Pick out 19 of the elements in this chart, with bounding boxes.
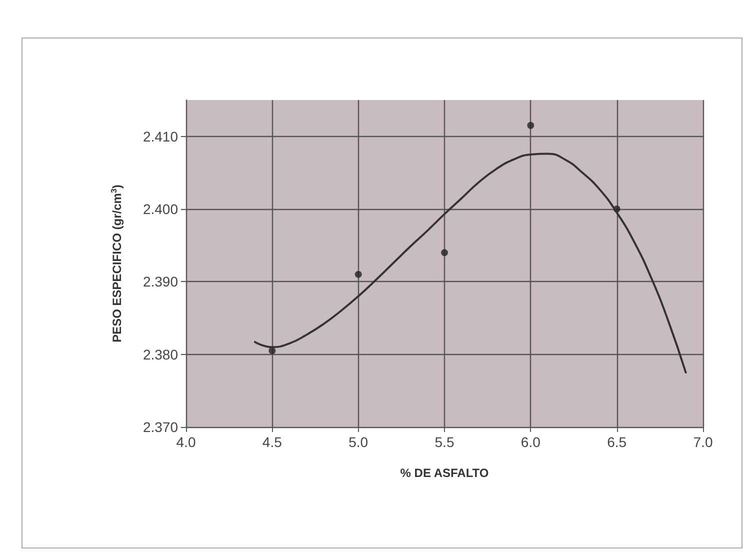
x-tick-label: 7.0 (693, 434, 713, 450)
x-tick-label: 5.5 (434, 434, 454, 450)
x-tick-label: 4.5 (262, 434, 282, 450)
y-tick-label: 2.400 (142, 201, 178, 217)
point (354, 270, 362, 278)
x-tick-label: 6.5 (607, 434, 627, 450)
x-tick-label: 6.0 (520, 434, 541, 450)
x-tick-label: 5.0 (348, 434, 368, 450)
y-axis-title: PESO ESPECIFICO (gr/cm3) (110, 184, 124, 342)
x-tick-label: 4.0 (176, 434, 196, 450)
y-tick-label: 2.370 (142, 419, 178, 435)
point (527, 122, 534, 129)
line-series (254, 152, 687, 374)
point (441, 249, 448, 256)
y-tick-label: 2.380 (142, 346, 178, 362)
point (268, 347, 276, 354)
y-tick-label: 2.390 (142, 274, 178, 290)
x-axis-title: % DE ASFALTO (400, 466, 489, 480)
y-tick-label: 2.410 (142, 128, 178, 144)
